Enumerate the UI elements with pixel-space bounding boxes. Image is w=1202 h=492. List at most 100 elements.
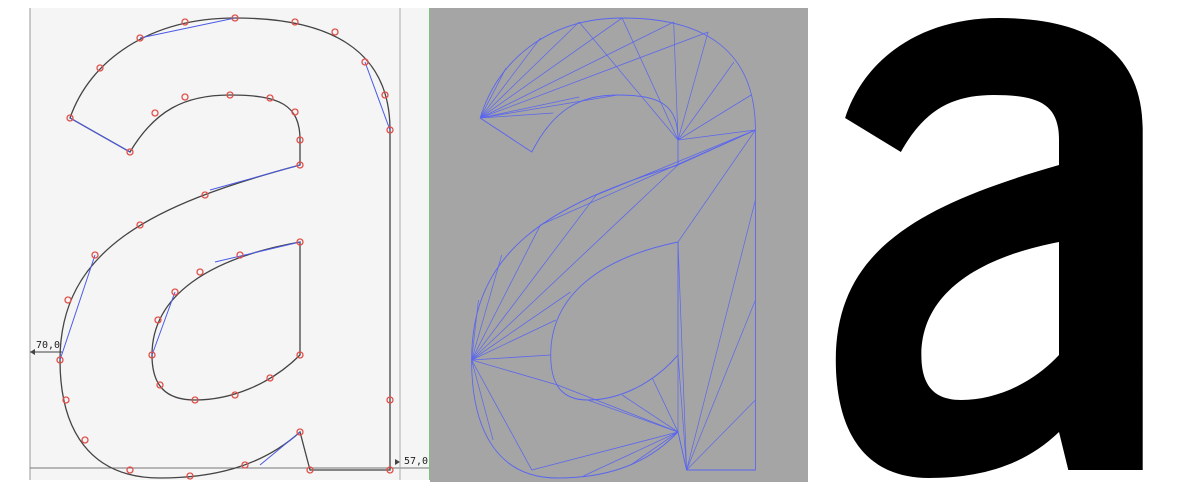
right-coordinate-label: 57,0	[404, 456, 428, 467]
on-curve-point	[386, 396, 394, 404]
on-curve-point	[296, 351, 304, 359]
control-handle-line	[259, 431, 301, 466]
control-handle-line	[364, 61, 391, 131]
on-curve-point	[156, 381, 164, 389]
triangulation-edge	[686, 299, 756, 471]
on-curve-point	[296, 161, 304, 169]
on-curve-point	[296, 136, 304, 144]
control-handle-line	[214, 241, 301, 263]
on-curve-point	[154, 316, 162, 324]
left-arrow-head	[30, 349, 35, 355]
triangulation-edge	[480, 31, 709, 119]
triangulation-edge	[578, 21, 679, 141]
triangulation-edge	[479, 37, 541, 119]
on-curve-point	[136, 34, 144, 42]
left-coordinate-label: 70,0	[36, 340, 60, 351]
on-curve-point	[151, 109, 159, 117]
triangulation-edge	[630, 431, 679, 466]
triangulation-edge	[651, 377, 679, 433]
on-curve-point	[56, 356, 64, 364]
outline-editor-canvas: 70,0 57,0	[29, 8, 430, 480]
on-curve-point	[64, 296, 72, 304]
on-curve-point	[196, 268, 204, 276]
on-curve-point	[291, 18, 299, 26]
triangulation-edge	[557, 384, 679, 433]
on-curve-point	[91, 251, 99, 259]
rendered-glyph-a	[835, 18, 1143, 478]
triangulation-edge	[677, 129, 756, 243]
triangulation-edge	[471, 299, 479, 361]
triangulation-edge	[621, 17, 679, 141]
outline-editor-panel: 70,0 57,0	[0, 0, 430, 492]
triangulation-edge	[587, 399, 679, 433]
on-curve-point	[296, 428, 304, 436]
on-curve-point	[181, 18, 189, 26]
on-curve-point	[231, 14, 239, 22]
on-curve-point	[81, 436, 89, 444]
right-arrow-head	[395, 459, 400, 465]
triangulation-edge	[677, 431, 687, 471]
triangulation-edge	[480, 94, 618, 119]
outline-editor-background	[30, 8, 430, 480]
control-handle-line	[151, 291, 176, 356]
on-curve-point	[62, 396, 70, 404]
control-handle-line	[139, 17, 236, 39]
rendered-glyph-panel	[808, 0, 1202, 492]
on-curve-point	[126, 466, 134, 474]
triangulation-edge	[677, 61, 735, 141]
on-curve-point	[191, 396, 199, 404]
on-curve-point	[226, 91, 234, 99]
on-curve-point	[291, 108, 299, 116]
on-curve-point	[266, 374, 274, 382]
triangulation-edge	[471, 354, 551, 361]
on-curve-point	[181, 93, 189, 101]
triangulation-edge	[479, 21, 580, 119]
triangulation-edge	[471, 359, 494, 441]
on-curve-point	[306, 466, 314, 474]
on-curve-point	[236, 251, 244, 259]
triangulation-edge	[677, 129, 756, 141]
triangulation-edge	[471, 319, 557, 361]
triangulation-edge	[480, 112, 554, 119]
triangulation-edge	[471, 194, 597, 361]
triangulation-edge	[471, 164, 679, 361]
triangulation-panel	[430, 0, 808, 492]
triangulation-lines	[471, 17, 756, 477]
triangulation-edge	[677, 354, 687, 471]
on-curve-point	[231, 391, 239, 399]
triangulation-edge	[677, 31, 709, 141]
on-curve-points	[56, 14, 394, 480]
triangulation-edge	[480, 96, 580, 119]
on-curve-point	[186, 472, 194, 480]
triangulation-edge	[621, 394, 679, 433]
triangulation-edge	[677, 241, 687, 471]
on-curve-point	[126, 148, 134, 156]
triangulation-edge	[471, 359, 558, 386]
triangulation-canvas	[430, 8, 808, 482]
triangulation-edge	[596, 129, 756, 196]
control-handle-line	[69, 117, 131, 153]
triangulation-edge	[531, 431, 679, 471]
on-curve-point	[136, 221, 144, 229]
on-curve-point	[331, 28, 339, 36]
triangulation-edge	[480, 17, 623, 119]
triangulation-edge	[480, 21, 674, 119]
on-curve-point	[148, 351, 156, 359]
triangulation-edge	[540, 129, 756, 226]
triangulation-edge	[686, 399, 756, 471]
triangulation-edge	[471, 359, 533, 471]
triangulation-edge	[471, 254, 503, 361]
control-handle-line	[59, 254, 96, 361]
on-curve-point	[386, 126, 394, 134]
on-curve-point	[361, 58, 369, 66]
control-handle-line	[209, 164, 301, 191]
triangulation-edge	[583, 431, 679, 477]
on-curve-point	[266, 94, 274, 102]
triangulation-edge	[471, 291, 571, 361]
on-curve-point	[201, 191, 209, 199]
triangulation-edge	[677, 94, 752, 141]
on-curve-point	[96, 64, 104, 72]
on-curve-point	[241, 461, 249, 469]
triangulation-edge	[673, 21, 679, 141]
triangulation-edge	[479, 67, 507, 119]
